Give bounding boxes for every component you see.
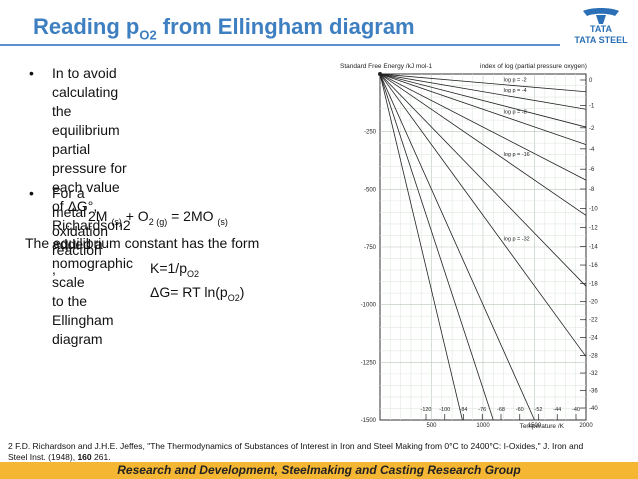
series-label: log p = -2 [504,78,527,84]
series-line [379,73,463,421]
y-tick-label: -750 [364,245,377,251]
right-index-label: -6 [589,167,595,173]
dg-expression: ΔG= RT ln(pO2) [150,284,245,303]
series-line [379,73,587,145]
series-line [379,73,535,421]
right-index-label: -14 [589,244,598,250]
title-suffix: from Ellingham diagram [156,14,415,39]
bullet-1-line-4: to the Ellingham diagram [52,293,114,347]
logo-sub-text: TATA STEEL [574,35,628,45]
series-label: log p = -32 [504,237,530,243]
series-line [379,73,587,357]
bullet-1-line-2: partial pressure for each value of ΔG°, [52,141,127,214]
chart-series [378,72,587,421]
series-line [379,73,587,181]
bullet-2-symbol: • [29,185,34,201]
right-index-label: -1 [589,104,595,110]
chart-ylabel: Standard Free Energy /kJ mol-1 [340,63,433,70]
x-tick-label: 500 [426,423,437,429]
footer-bar: Research and Development, Steelmaking an… [0,462,638,479]
bottom-index-label: -100 [439,407,450,413]
right-index-label: -18 [589,281,598,287]
right-index-label: -10 [589,206,598,212]
bullet-1-symbol: • [29,65,34,81]
bullet-1-line-1: In to avoid calculating the equilibrium [52,65,120,138]
title-subscript: O2 [139,27,157,43]
x-tick-label: 1500 [528,423,542,429]
bottom-index-label: -40 [572,407,580,413]
right-index-label: -8 [589,187,595,193]
title-rule [0,44,560,46]
bottom-index-label: -44 [553,407,561,413]
right-index-label: -22 [589,318,598,324]
y-tick-label: -500 [364,187,377,193]
tata-steel-logo: TATA TATA STEEL [574,8,628,45]
footnote: 2 F.D. Richardson and J.H.E. Jeffes, "Th… [8,441,598,463]
x-tick-label: 1000 [476,423,490,429]
series-line [379,73,587,93]
series-label: log p = -16 [504,152,530,158]
series-line [379,73,587,287]
logo-brand-text: TATA [590,24,612,34]
footnote-volume: 160 [77,452,92,462]
right-index-label: -20 [589,300,598,306]
right-index-label: -2 [589,126,595,132]
series-line [379,73,587,216]
right-index-label: -36 [589,389,598,395]
footer-text: Research and Development, Steelmaking an… [117,463,521,477]
bottom-index-label: -76 [478,407,486,413]
bottom-index-label: -60 [516,407,524,413]
bullet-2-line-1: For a metal oxidation reaction , [52,185,109,277]
right-index-label: -24 [589,336,598,342]
y-tick-label: -1250 [361,360,377,366]
bottom-index-label: -68 [497,407,505,413]
tata-emblem-icon [583,8,619,24]
footnote-pages: 261. [91,452,111,462]
equilibrium-text: The equilibrium constant has the form [25,235,260,251]
right-index-label: -4 [589,147,595,153]
right-index-label: -40 [589,406,598,412]
series-line [379,73,587,128]
series-label: log p = -8 [504,109,527,115]
reaction-equation: 2M (s) + O2 (g) = 2MO (s) [88,208,228,227]
bottom-index-label: -120 [420,407,431,413]
footnote-text: 2 F.D. Richardson and J.H.E. Jeffes, "Th… [8,441,584,462]
right-index-label: -28 [589,353,598,359]
bullet-1-line-3: Richardson2 added a nomographic scale [52,217,133,290]
series-line [379,73,587,110]
y-tick-label: -1000 [361,303,377,309]
chart-xlabel: Temperature /K [520,423,565,430]
y-tick-label: -250 [364,130,377,136]
right-index-label: 0 [589,78,593,84]
slide-title: Reading pO2 from Ellingham diagram [33,14,415,42]
right-index-label: -16 [589,263,598,269]
chart-grid [380,74,586,420]
bottom-index-label: -52 [535,407,543,413]
right-index-label: -12 [589,226,598,232]
k-expression: K=1/pO2 [150,260,199,279]
series-line [379,73,494,421]
title-prefix: Reading p [33,14,140,39]
bottom-index-label: -84 [460,407,468,413]
series-label: log p = -4 [504,88,527,94]
y-tick-label: -1500 [361,418,377,424]
right-index-label: -32 [589,371,598,377]
x-tick-label: 2000 [579,423,593,429]
chart-right-axis-label: index of log (partial pressure oxygen) [480,63,587,70]
